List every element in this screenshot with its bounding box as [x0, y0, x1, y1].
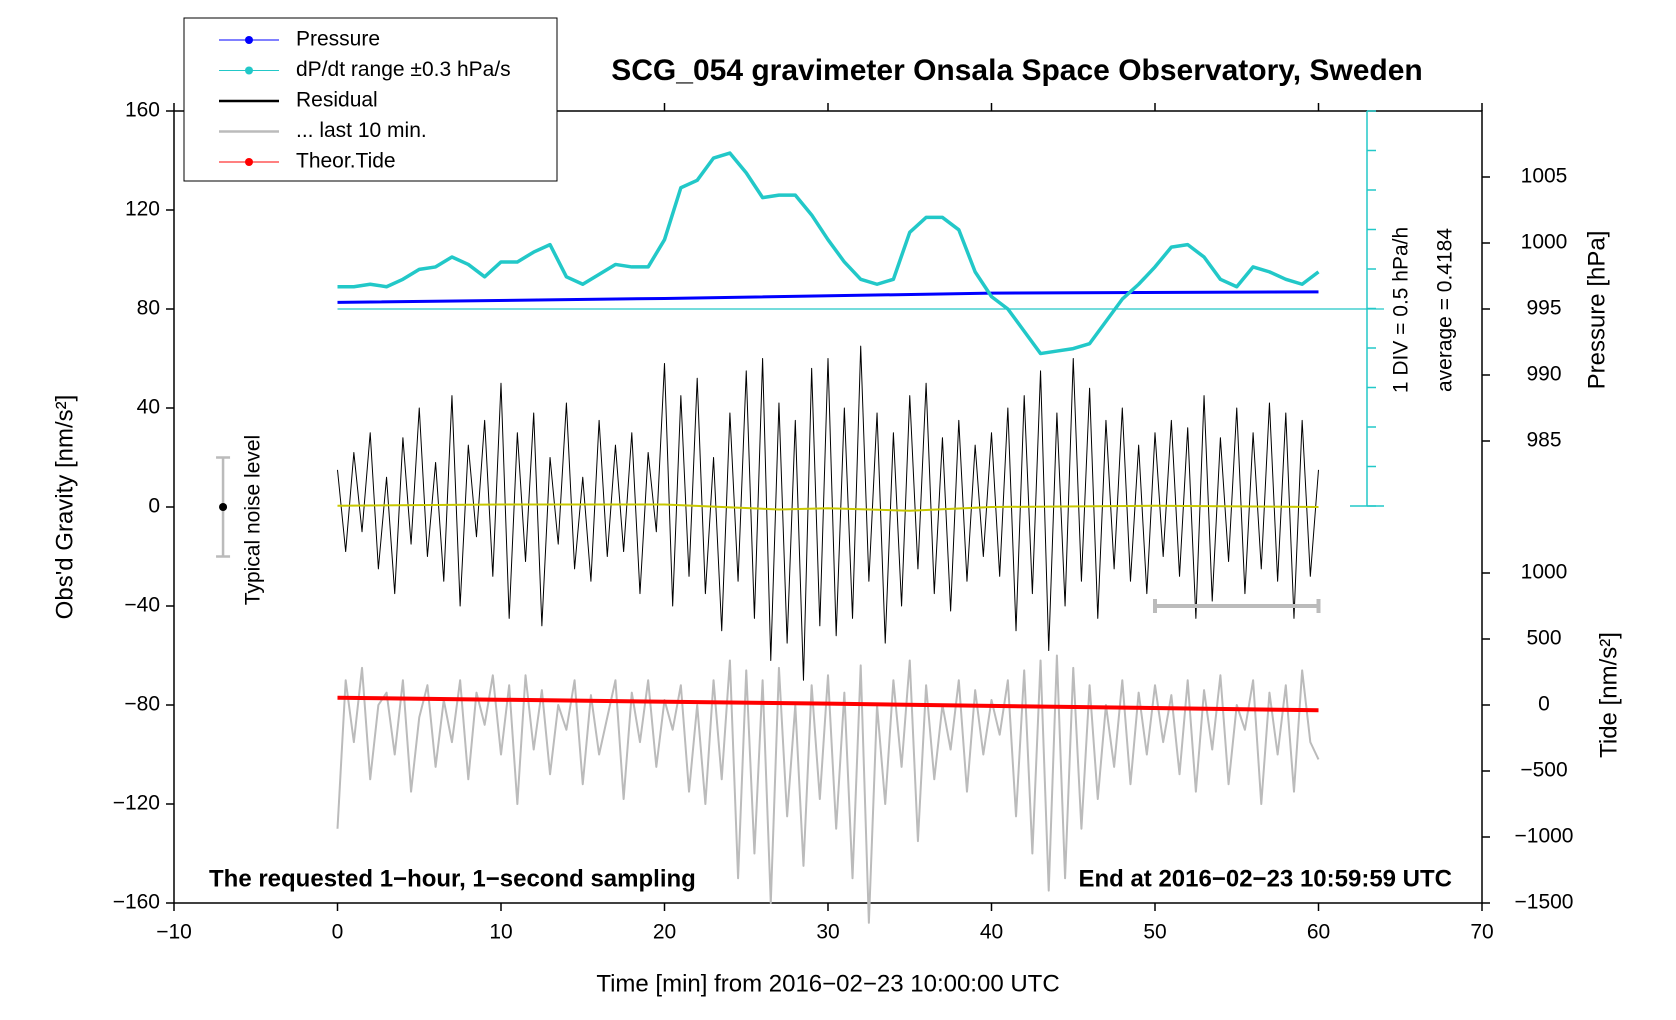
noise-label: Typical noise level [242, 435, 265, 605]
annotation: average = 0.4184 [1434, 228, 1457, 392]
x-tick-label: 40 [980, 921, 1003, 944]
annotation: 1 DIV = 0.5 hPa/h [1390, 227, 1413, 393]
x-tick-label: 70 [1470, 921, 1493, 944]
y3-tick-label: −1000 [1515, 825, 1574, 848]
noise-bar [216, 456, 231, 558]
x-tick-label: 60 [1307, 921, 1330, 944]
y2-tick-label: 990 [1526, 363, 1561, 386]
y-tick-label: 0 [148, 495, 160, 518]
y3-tick-label: 1000 [1521, 561, 1568, 584]
legend-label: ... last 10 min. [296, 119, 427, 142]
y3-tick-label: −1500 [1515, 891, 1574, 914]
legend-marker [245, 158, 253, 166]
y3-axis-label: Tide [nm/s²] [1595, 632, 1622, 758]
noise-bar-center [219, 503, 228, 511]
y2-axis-label: Pressure [hPa] [1583, 231, 1610, 390]
x-tick-label: 30 [816, 921, 839, 944]
legend-marker [245, 66, 253, 75]
legend-label: Pressure [296, 28, 380, 51]
y-tick-label: −160 [113, 891, 160, 914]
annotation: The requested 1−hour, 1−second sampling [209, 865, 696, 892]
x-axis-label: Time [min] from 2016−02−23 10:00:00 UTC [596, 970, 1059, 997]
y2-tick-label: 985 [1526, 429, 1561, 452]
x-tick-label: 50 [1143, 921, 1166, 944]
y3-tick-label: 0 [1538, 693, 1550, 716]
y2-tick-label: 1000 [1521, 231, 1568, 254]
legend-box [183, 17, 558, 182]
y-tick-label: −80 [124, 693, 160, 716]
annotation: End at 2016−02−23 10:59:59 UTC [1078, 865, 1452, 892]
series-line [337, 503, 1319, 512]
series-line [337, 695, 1319, 713]
x-tick-label: 0 [332, 921, 344, 944]
legend-label: Residual [296, 89, 378, 112]
legend: Pressure dP/dt range ±0.3 hPa/s Residual..… [183, 17, 558, 182]
y-tick-label: 160 [125, 99, 160, 122]
y-axis-label: Obs'd Gravity [nm/s²] [51, 395, 78, 620]
x-tick-label: 20 [653, 921, 676, 944]
chart-title: SCG_054 gravimeter Onsala Space Observat… [611, 54, 1423, 87]
y-tick-label: 40 [137, 396, 160, 419]
series-line [337, 290, 1319, 304]
y3-tick-label: 500 [1526, 627, 1561, 650]
x-tick-label: 10 [489, 921, 512, 944]
series-line [337, 151, 1320, 356]
y-tick-label: −120 [113, 792, 160, 815]
y-tick-label: 80 [137, 297, 160, 320]
legend-label: dP/dt range ±0.3 hPa/s [296, 58, 511, 81]
y-tick-label: 120 [125, 198, 160, 221]
series-line [336, 654, 1320, 924]
y2-tick-label: 1005 [1521, 165, 1568, 188]
series-line [337, 345, 1319, 681]
y-tick-label: −40 [124, 594, 160, 617]
legend-marker [245, 36, 253, 44]
legend-label: Theor.Tide [296, 150, 396, 173]
y2-tick-label: 995 [1526, 297, 1561, 320]
x-tick-label: −10 [156, 921, 192, 944]
y3-tick-label: −500 [1520, 759, 1567, 782]
